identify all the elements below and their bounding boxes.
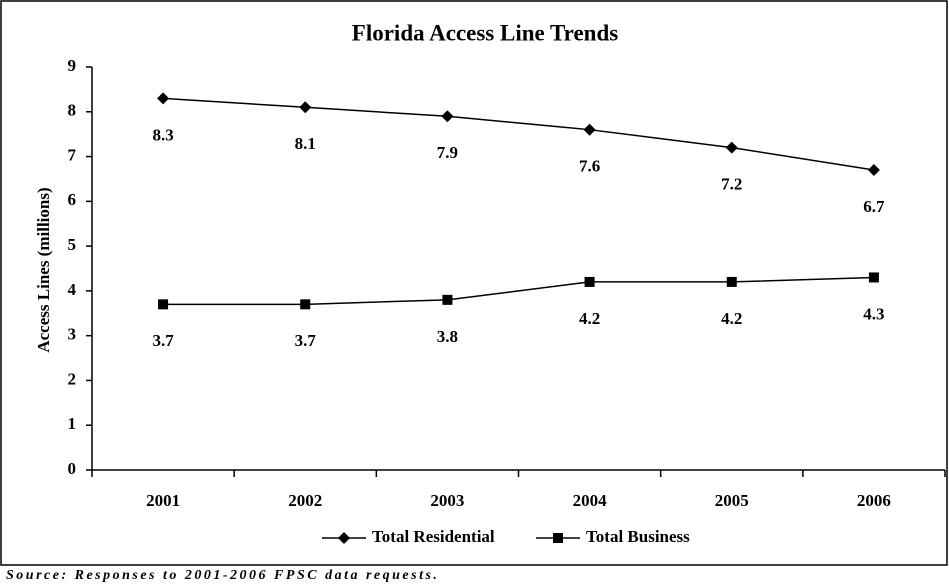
y-tick-label: 1: [68, 414, 77, 433]
y-tick-label: 9: [68, 56, 77, 75]
legend-label: Total Business: [586, 527, 690, 546]
data-label: 4.3: [863, 304, 884, 323]
data-label: 4.2: [579, 309, 600, 328]
x-tick-label: 2004: [573, 491, 608, 510]
y-tick-label: 2: [68, 369, 77, 388]
marker: [584, 276, 595, 287]
y-tick-label: 7: [68, 145, 77, 164]
chart-frame: [0, 0, 948, 566]
y-tick-label: 4: [68, 280, 77, 299]
marker: [158, 299, 169, 310]
y-tick-label: 3: [68, 325, 77, 344]
y-tick-label: 5: [68, 235, 77, 254]
marker: [338, 532, 350, 544]
x-tick-label: 2005: [715, 491, 749, 510]
marker: [725, 141, 738, 154]
data-label: 3.7: [295, 331, 317, 350]
data-label: 8.1: [295, 134, 316, 153]
x-tick-label: 2003: [430, 491, 464, 510]
marker: [299, 101, 312, 114]
data-label: 3.7: [152, 331, 174, 350]
series-line: [163, 276, 874, 306]
y-tick-label: 0: [68, 459, 77, 478]
marker: [583, 123, 596, 136]
marker: [300, 299, 311, 310]
x-tick-label: 2001: [146, 491, 180, 510]
marker: [868, 272, 879, 283]
y-tick-label: 6: [68, 190, 77, 209]
data-label: 4.2: [721, 309, 742, 328]
marker: [157, 92, 170, 105]
y-axis-label: Access Lines (millions): [34, 187, 53, 352]
x-tick-label: 2006: [857, 491, 891, 510]
legend-label: Total Residential: [372, 527, 495, 546]
data-label: 8.3: [152, 125, 173, 144]
marker: [553, 533, 563, 543]
chart-title: Florida Access Line Trends: [352, 20, 618, 45]
data-label: 7.6: [579, 157, 600, 176]
marker: [726, 276, 737, 287]
marker: [442, 294, 453, 305]
data-label: 6.7: [863, 197, 885, 216]
marker: [867, 163, 880, 176]
data-label: 7.2: [721, 175, 742, 194]
source-note: Source: Responses to 2001-2006 FPSC data…: [6, 568, 439, 583]
y-tick-label: 8: [68, 101, 77, 120]
marker: [441, 110, 454, 123]
x-tick-label: 2002: [288, 491, 322, 510]
data-label: 7.9: [437, 143, 458, 162]
series-line: [163, 97, 875, 171]
data-label: 3.8: [437, 327, 458, 346]
